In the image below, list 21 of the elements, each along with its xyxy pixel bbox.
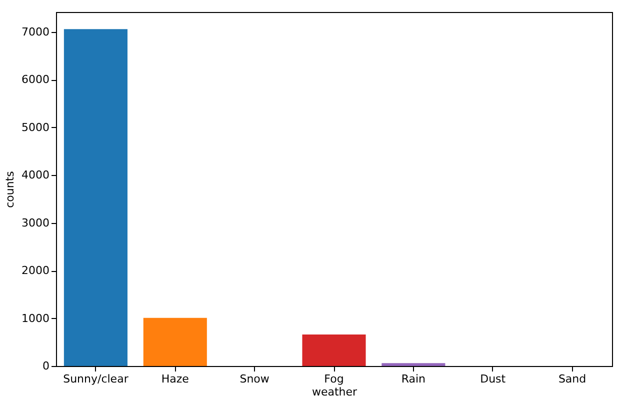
x-tick-label: Sand [558,372,586,386]
bar [64,29,128,366]
y-tick-label: 2000 [22,264,50,278]
x-tick-label: Snow [240,372,270,386]
x-tick-label: Rain [401,372,426,386]
y-tick-label: 7000 [22,26,50,39]
x-tick-label: Sunny/clear [63,372,129,386]
x-axis-title: weather [312,386,358,398]
bar [143,318,207,366]
y-tick-label: 6000 [22,73,50,86]
y-axis-title: counts [4,170,17,208]
y-tick-label: 4000 [22,168,50,182]
x-tick-label: Fog [324,372,344,386]
y-tick-label: 0 [42,360,50,372]
bar [382,363,446,366]
x-tick-label: Haze [161,372,190,386]
x-tick-label: Dust [480,372,506,386]
y-tick-label: 5000 [22,120,50,134]
y-tick-label: 1000 [22,312,50,325]
y-tick-label: 3000 [22,216,50,230]
bar [302,334,366,366]
